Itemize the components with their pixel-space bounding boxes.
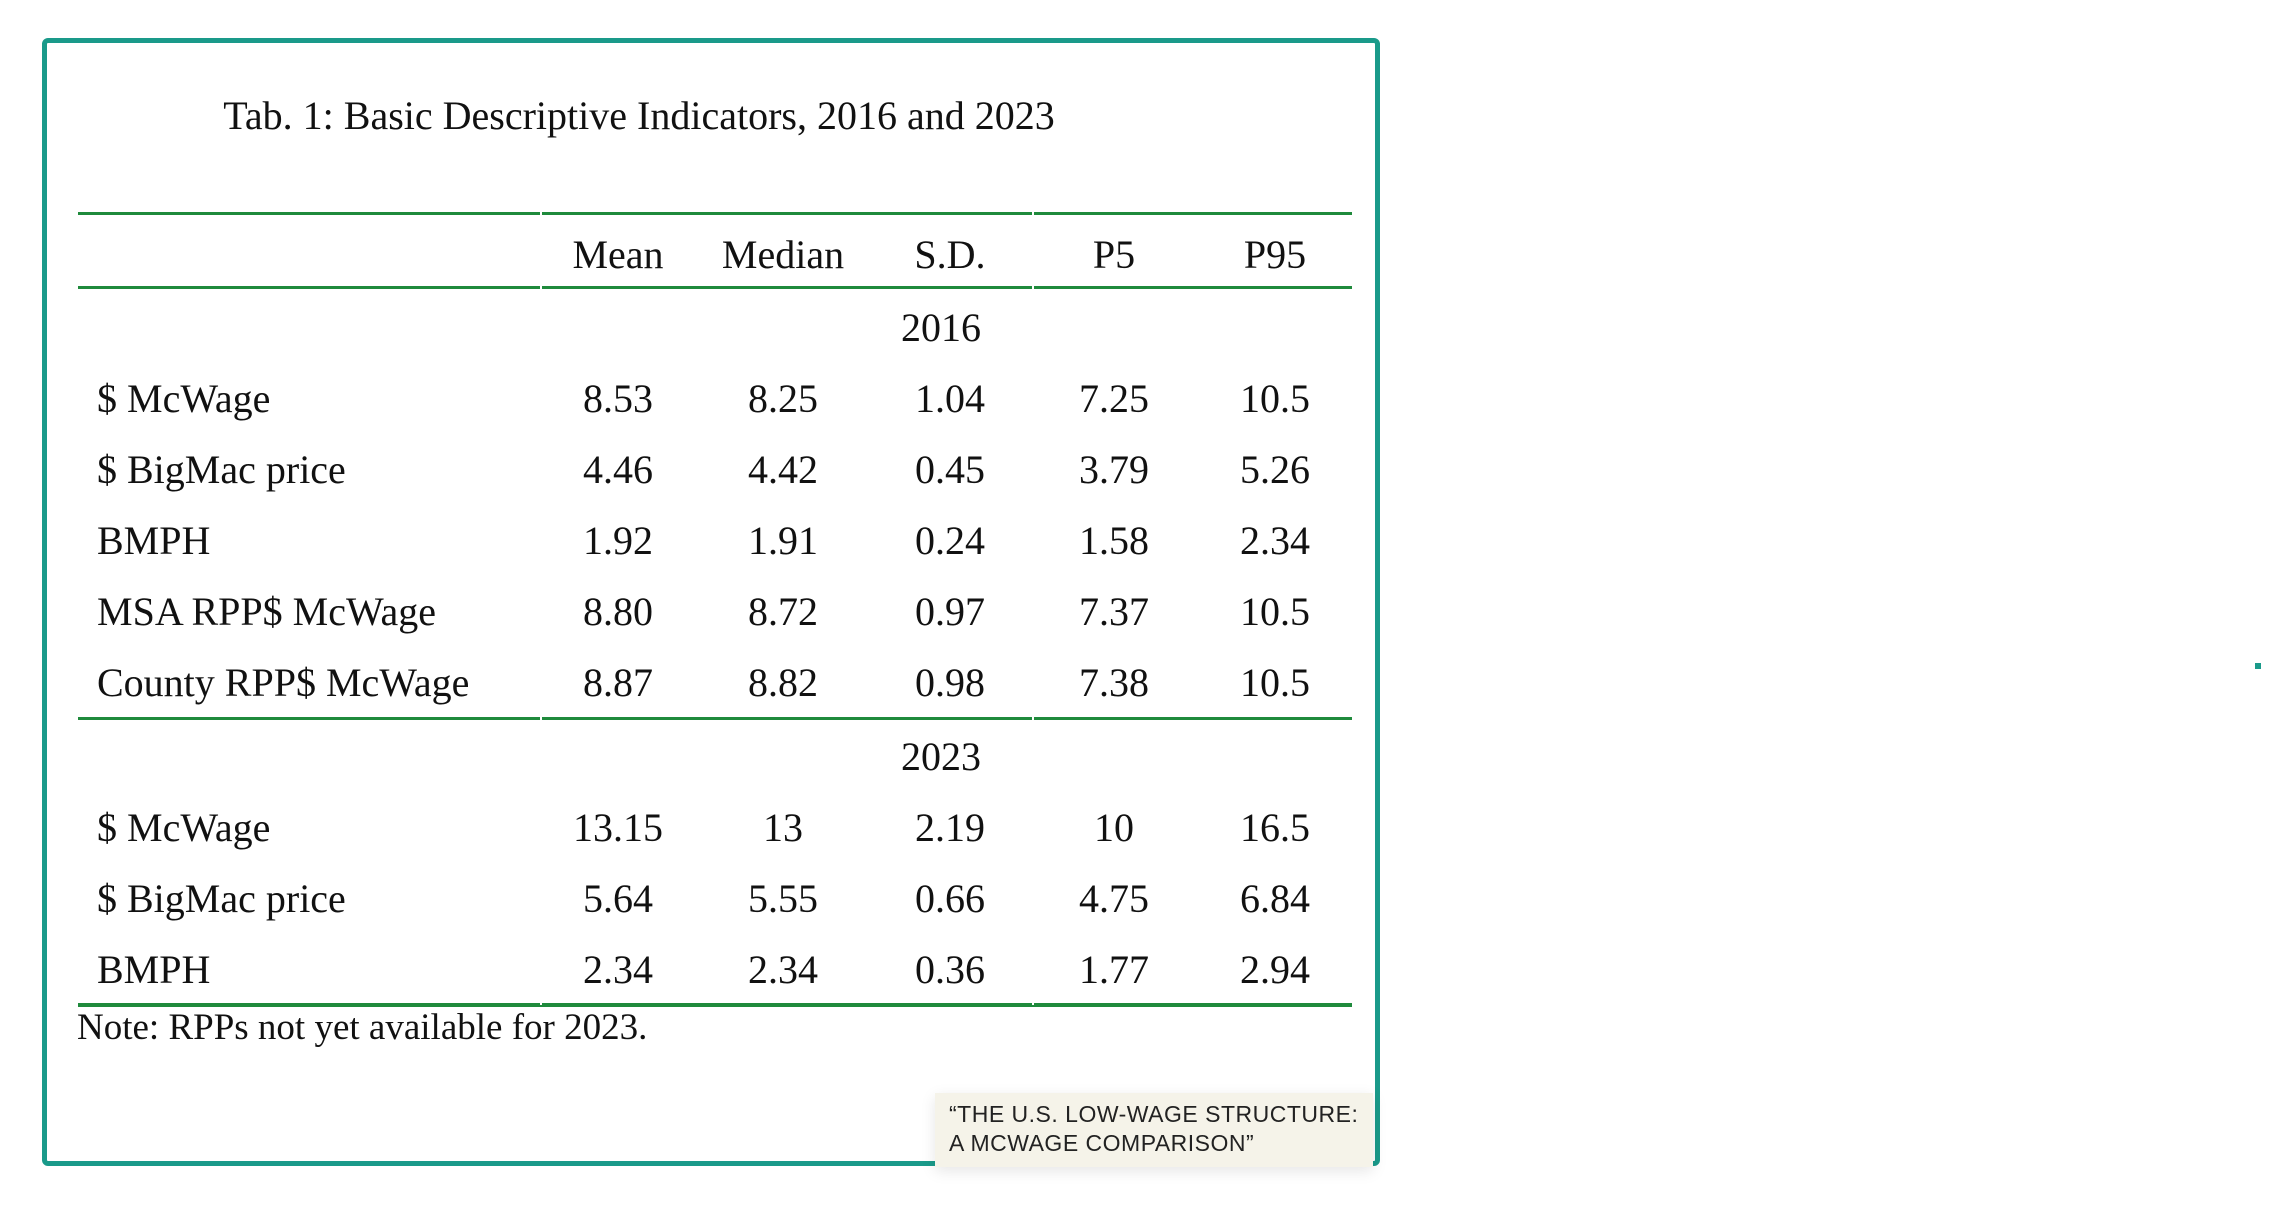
column-header-median: Median bbox=[721, 232, 845, 277]
row-label: MSA RPP$ McWage bbox=[97, 589, 437, 634]
section-rule bbox=[78, 717, 1352, 720]
table-cell: 16.5 bbox=[1240, 805, 1310, 850]
table-cell: 3.79 bbox=[1079, 447, 1149, 492]
table-cell: 5.55 bbox=[748, 876, 818, 921]
table-cell: 0.97 bbox=[915, 589, 985, 634]
column-separator bbox=[540, 212, 542, 1005]
table-cell: 4.42 bbox=[748, 447, 818, 492]
table-cell: 7.37 bbox=[1079, 589, 1149, 634]
table-cell: 0.24 bbox=[915, 518, 985, 563]
column-header-p5: P5 bbox=[1092, 232, 1136, 277]
header-rule bbox=[78, 286, 1352, 289]
table-cell: 2.34 bbox=[1240, 518, 1310, 563]
table-cell: 10.5 bbox=[1240, 376, 1310, 421]
table-cell: 8.87 bbox=[583, 660, 653, 705]
table-cell: 2.34 bbox=[583, 947, 653, 992]
table-cell: 2.94 bbox=[1240, 947, 1310, 992]
table-cell: 8.72 bbox=[748, 589, 818, 634]
table-cell: 10.5 bbox=[1240, 589, 1310, 634]
table-card bbox=[42, 38, 1380, 1166]
row-label: $ BigMac price bbox=[97, 876, 346, 921]
marker-dot bbox=[2255, 663, 2261, 669]
table-cell: 1.77 bbox=[1079, 947, 1149, 992]
table-cell: 6.84 bbox=[1240, 876, 1310, 921]
row-label: $ McWage bbox=[97, 376, 271, 421]
table-note: Note: RPPs not yet available for 2023. bbox=[77, 1007, 648, 1048]
top-rule bbox=[78, 212, 1352, 215]
table-cell: 8.25 bbox=[748, 376, 818, 421]
column-header-mean: Mean bbox=[572, 232, 664, 277]
table-cell: 10 bbox=[1094, 805, 1134, 850]
row-label: BMPH bbox=[97, 947, 211, 992]
row-label: $ McWage bbox=[97, 805, 271, 850]
table-cell: 8.53 bbox=[583, 376, 653, 421]
table-cell: 4.75 bbox=[1079, 876, 1149, 921]
table-cell: 5.26 bbox=[1240, 447, 1310, 492]
table-cell: 5.64 bbox=[583, 876, 653, 921]
table-cell: 1.58 bbox=[1079, 518, 1149, 563]
table-cell: 2.34 bbox=[748, 947, 818, 992]
source-caption-line: “THE U.S. LOW-WAGE STRUCTURE: bbox=[949, 1101, 1359, 1127]
row-label: $ BigMac price bbox=[97, 447, 346, 492]
table-cell: 1.91 bbox=[748, 518, 818, 563]
column-separator bbox=[1032, 212, 1034, 1005]
source-caption-tag: “THE U.S. LOW-WAGE STRUCTURE: A MCWAGE C… bbox=[935, 1093, 1373, 1167]
table-cell: 0.36 bbox=[915, 947, 985, 992]
table-title: Tab. 1: Basic Descriptive Indicators, 20… bbox=[223, 93, 1055, 138]
table-cell: 13.15 bbox=[573, 805, 663, 850]
table-cell: 2.19 bbox=[915, 805, 985, 850]
table-cell: 7.25 bbox=[1079, 376, 1149, 421]
section-year-2016: 2016 bbox=[901, 305, 981, 350]
table-cell: 7.38 bbox=[1079, 660, 1149, 705]
table-cell: 0.98 bbox=[915, 660, 985, 705]
section-year-2023: 2023 bbox=[901, 734, 981, 779]
column-header-p95: P95 bbox=[1243, 232, 1307, 277]
row-label: County RPP$ McWage bbox=[97, 660, 470, 705]
table-cell: 8.82 bbox=[748, 660, 818, 705]
table-cell: 0.45 bbox=[915, 447, 985, 492]
table-cell: 8.80 bbox=[583, 589, 653, 634]
table-cell: 4.46 bbox=[583, 447, 653, 492]
table-cell: 0.66 bbox=[915, 876, 985, 921]
table-cell: 13 bbox=[763, 805, 803, 850]
column-header-sd: S.D. bbox=[914, 232, 986, 277]
table-cell: 10.5 bbox=[1240, 660, 1310, 705]
source-caption-line: A MCWAGE COMPARISON” bbox=[949, 1130, 1255, 1156]
row-label: BMPH bbox=[97, 518, 211, 563]
bottom-rule bbox=[78, 1003, 1352, 1007]
table-cell: 1.04 bbox=[915, 376, 985, 421]
table-cell: 1.92 bbox=[583, 518, 653, 563]
